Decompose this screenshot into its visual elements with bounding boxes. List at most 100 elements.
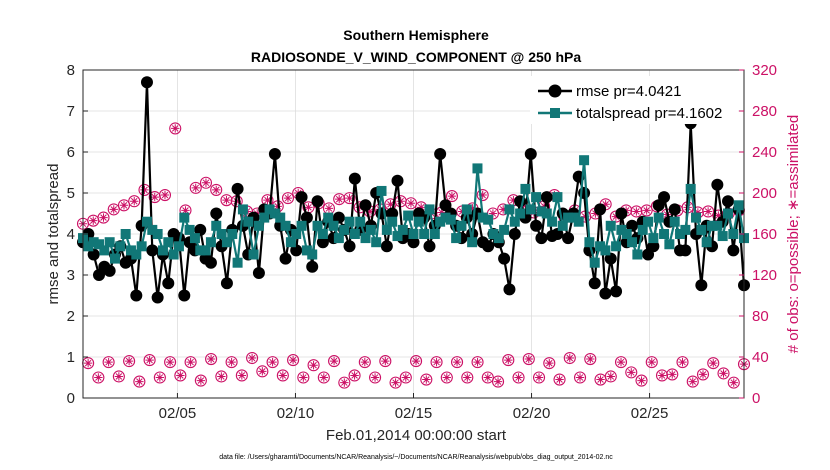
totalspread-point — [445, 214, 456, 225]
obs-assimilated-point — [288, 355, 298, 365]
totalspread-point — [371, 237, 382, 248]
totalspread-point — [125, 245, 136, 256]
obs-possible-point — [604, 370, 617, 383]
y-tick-label-right: 160 — [752, 226, 777, 243]
totalspread-point — [88, 237, 99, 248]
totalspread-point — [147, 224, 158, 235]
obs-possible-point — [333, 193, 346, 206]
totalspread-point — [221, 237, 232, 248]
totalspread-point — [488, 229, 499, 239]
y-axis-label-left: rmse and totalspread — [45, 164, 62, 305]
obs-possible-point — [532, 371, 546, 384]
obs-possible-point — [451, 356, 464, 369]
obs-assimilated-point — [463, 373, 472, 382]
totalspread-point — [323, 212, 334, 223]
rmse-point — [151, 291, 164, 304]
obs-assimilated-point — [247, 353, 257, 363]
y-tick-label-right: 80 — [752, 308, 769, 325]
totalspread-point — [557, 220, 568, 231]
obs-assimilated-point — [160, 190, 170, 200]
totalspread-point — [472, 163, 483, 174]
legend-box — [530, 76, 738, 124]
obs-possible-point — [512, 371, 525, 384]
obs-possible-point — [117, 199, 131, 212]
obs-possible-point — [410, 355, 423, 368]
totalspread-point — [605, 220, 616, 231]
totalspread-point — [301, 245, 312, 256]
obs-assimilated-point — [729, 378, 738, 387]
totalspread-point — [392, 231, 403, 242]
y-tick-label-left: 3 — [67, 267, 75, 284]
obs-possible-point — [287, 354, 300, 367]
obs-possible-point — [399, 371, 412, 384]
totalspread-point — [307, 249, 318, 260]
rmse-point — [87, 248, 100, 261]
rmse-point — [348, 172, 361, 185]
obs-assimilated-point — [422, 375, 431, 384]
obs-assimilated-point — [135, 377, 144, 386]
obs-assimilated-point — [698, 370, 708, 379]
rmse-point — [711, 178, 724, 191]
obs-possible-point — [358, 356, 371, 369]
obs-assimilated-point — [657, 371, 667, 380]
obs-assimilated-point — [596, 375, 605, 384]
rmse-point — [588, 277, 601, 290]
obs-assimilated-point — [668, 370, 677, 379]
totalspread-point — [643, 216, 654, 227]
obs-assimilated-point — [688, 377, 697, 386]
obs-assimilated-point — [109, 205, 118, 214]
totalspread-point — [248, 249, 259, 260]
rmse-point — [343, 240, 356, 253]
obs-possible-point — [666, 368, 679, 381]
obs-assimilated-point — [524, 354, 533, 364]
obs-possible-point — [573, 371, 587, 384]
obs-assimilated-point — [227, 357, 236, 367]
y-tick-label-left: 6 — [67, 144, 75, 161]
obs-assimilated-point — [212, 185, 221, 195]
totalspread-point — [664, 239, 675, 250]
obs-assimilated-point — [309, 361, 318, 370]
obs-possible-point — [502, 354, 515, 367]
totalspread-point — [621, 229, 632, 239]
rmse-point — [194, 223, 207, 236]
obs-possible-point — [625, 366, 638, 379]
y-tick-label-left: 2 — [67, 308, 75, 325]
obs-possible-point — [702, 205, 715, 218]
totalspread-point — [493, 233, 504, 244]
obs-assimilated-point — [396, 197, 405, 206]
x-axis-label: Feb.01,2014 00:00:00 start — [326, 427, 507, 444]
obs-assimilated-point — [345, 193, 354, 203]
totalspread-point — [531, 192, 542, 203]
totalspread-point — [525, 204, 536, 215]
obs-assimilated-point — [478, 190, 487, 200]
rmse-point — [407, 236, 420, 249]
obs-assimilated-point — [191, 183, 200, 193]
plot-series — [76, 76, 751, 389]
totalspread-point — [467, 237, 478, 248]
obs-possible-point — [338, 376, 351, 389]
y-tick-label-right: 200 — [752, 185, 777, 202]
totalspread-point — [499, 224, 510, 235]
obs-assimilated-point — [647, 357, 656, 367]
obs-assimilated-point — [714, 211, 723, 220]
obs-possible-point — [686, 375, 699, 388]
obs-possible-point — [389, 376, 402, 389]
rmse-point — [146, 244, 159, 257]
obs-possible-point — [276, 369, 289, 382]
obs-possible-point — [220, 194, 233, 207]
totalspread-point — [115, 241, 126, 252]
totalspread-point — [104, 237, 115, 248]
totalspread-point — [504, 204, 515, 215]
totalspread-point — [541, 208, 552, 219]
rmse-point — [380, 240, 393, 253]
totalspread-point — [216, 229, 227, 239]
y-tick-label-left: 4 — [67, 226, 75, 243]
totalspread-point — [227, 229, 238, 239]
totalspread-point — [269, 208, 280, 219]
obs-assimilated-point — [124, 356, 134, 366]
rmse-point — [530, 219, 543, 232]
totalspread-point — [344, 216, 355, 227]
legend-totalspread-marker — [550, 108, 560, 118]
totalspread-point — [611, 241, 622, 252]
rmse-point — [386, 207, 399, 220]
